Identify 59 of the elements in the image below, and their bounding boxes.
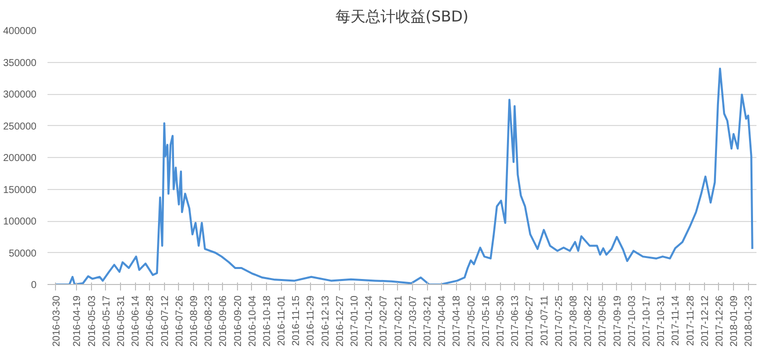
x-tick-label: 2017-05-16 [480,295,492,347]
x-tick-label: 2017-12-12 [700,295,711,347]
x-tick-label: 2017-04-18 [452,295,463,347]
x-tick-label: 2017-08-22 [583,295,594,347]
x-tick-label: 2017-05-30 [496,295,507,347]
x-tick-label: 2016-06-28 [145,295,156,347]
x-tick-label: 2018-01-23 [744,295,755,347]
x-tick-label: 2017-12-26 [714,295,726,347]
x-tick-label: 2016-06-14 [130,295,142,347]
x-tick-label: 2016-05-31 [116,295,127,347]
x-tick-label: 2016-07-12 [160,295,171,347]
x-tick-label: 2017-10-03 [626,295,638,347]
x-tick-label: 2017-11-14 [670,295,682,346]
y-tick-label: 0 [30,280,37,291]
y-tick-label: 100000 [3,216,37,228]
x-tick-label: 2016-08-23 [204,295,215,347]
x-tick-label: 2017-07-11 [539,295,550,346]
x-tick-label: 2016-09-20 [232,295,244,347]
y-tick-label: 200000 [3,153,37,164]
x-tick-label: 2017-11-28 [685,295,696,346]
x-tick-label: 2017-01-10 [350,295,361,347]
x-tick-label: 2017-07-25 [554,295,565,347]
line-series [54,68,754,284]
x-tick-label: 2017-03-07 [408,295,419,347]
x-tick-label: 2017-02-21 [393,295,404,347]
x-tick-label: 2016-11-29 [306,295,317,346]
x-tick-label: 2016-03-30 [51,295,62,347]
x-tick-label: 2017-04-04 [437,295,448,347]
y-tick-label: 400000 [3,26,37,37]
x-tick-label: 2016-10-18 [262,295,273,347]
x-tick-label: 2016-12-27 [334,295,346,347]
x-tick-label: 2016-11-15 [291,295,302,346]
x-tick-label: 2016-11-01 [276,295,288,346]
x-tick-label: 2018-01-09 [729,295,740,347]
x-tick-label: 2016-05-03 [86,295,98,347]
x-tick-label: 2016-09-06 [218,295,230,347]
x-tick-label: 2017-01-24 [364,295,376,347]
x-tick-label: 2016-05-17 [101,295,112,347]
x-tick-label: 2017-02-07 [378,295,390,347]
y-tick-label: 50000 [8,248,37,260]
x-tick-label: 2017-06-27 [524,295,536,347]
chart-title: 每天总计收益(SBD) [335,8,469,26]
x-tick-label: 2016-08-09 [188,295,200,347]
x-tick-label: 2017-06-13 [510,295,522,347]
x-tick-label: 2017-09-05 [598,295,609,347]
x-tick-label: 2017-05-02 [466,295,478,347]
y-tick-label: 150000 [3,184,37,196]
y-tick-label: 300000 [3,90,37,100]
x-tick-label: 2016-04-19 [72,295,84,347]
x-tick-label: 2017-09-19 [612,295,624,347]
x-tick-label: 2017-10-17 [641,295,652,347]
x-tick-label: 2016-12-13 [320,295,332,347]
x-tick-label: 2016-10-04 [247,295,258,347]
y-tick-label: 350000 [3,58,37,69]
x-tick-label: 2017-03-21 [422,295,434,347]
x-tick-label: 2017-10-31 [656,295,668,347]
x-tick-label: 2017-08-08 [568,295,580,347]
x-tick-label: 2016-07-26 [174,295,186,347]
y-tick-label: 250000 [3,121,37,132]
